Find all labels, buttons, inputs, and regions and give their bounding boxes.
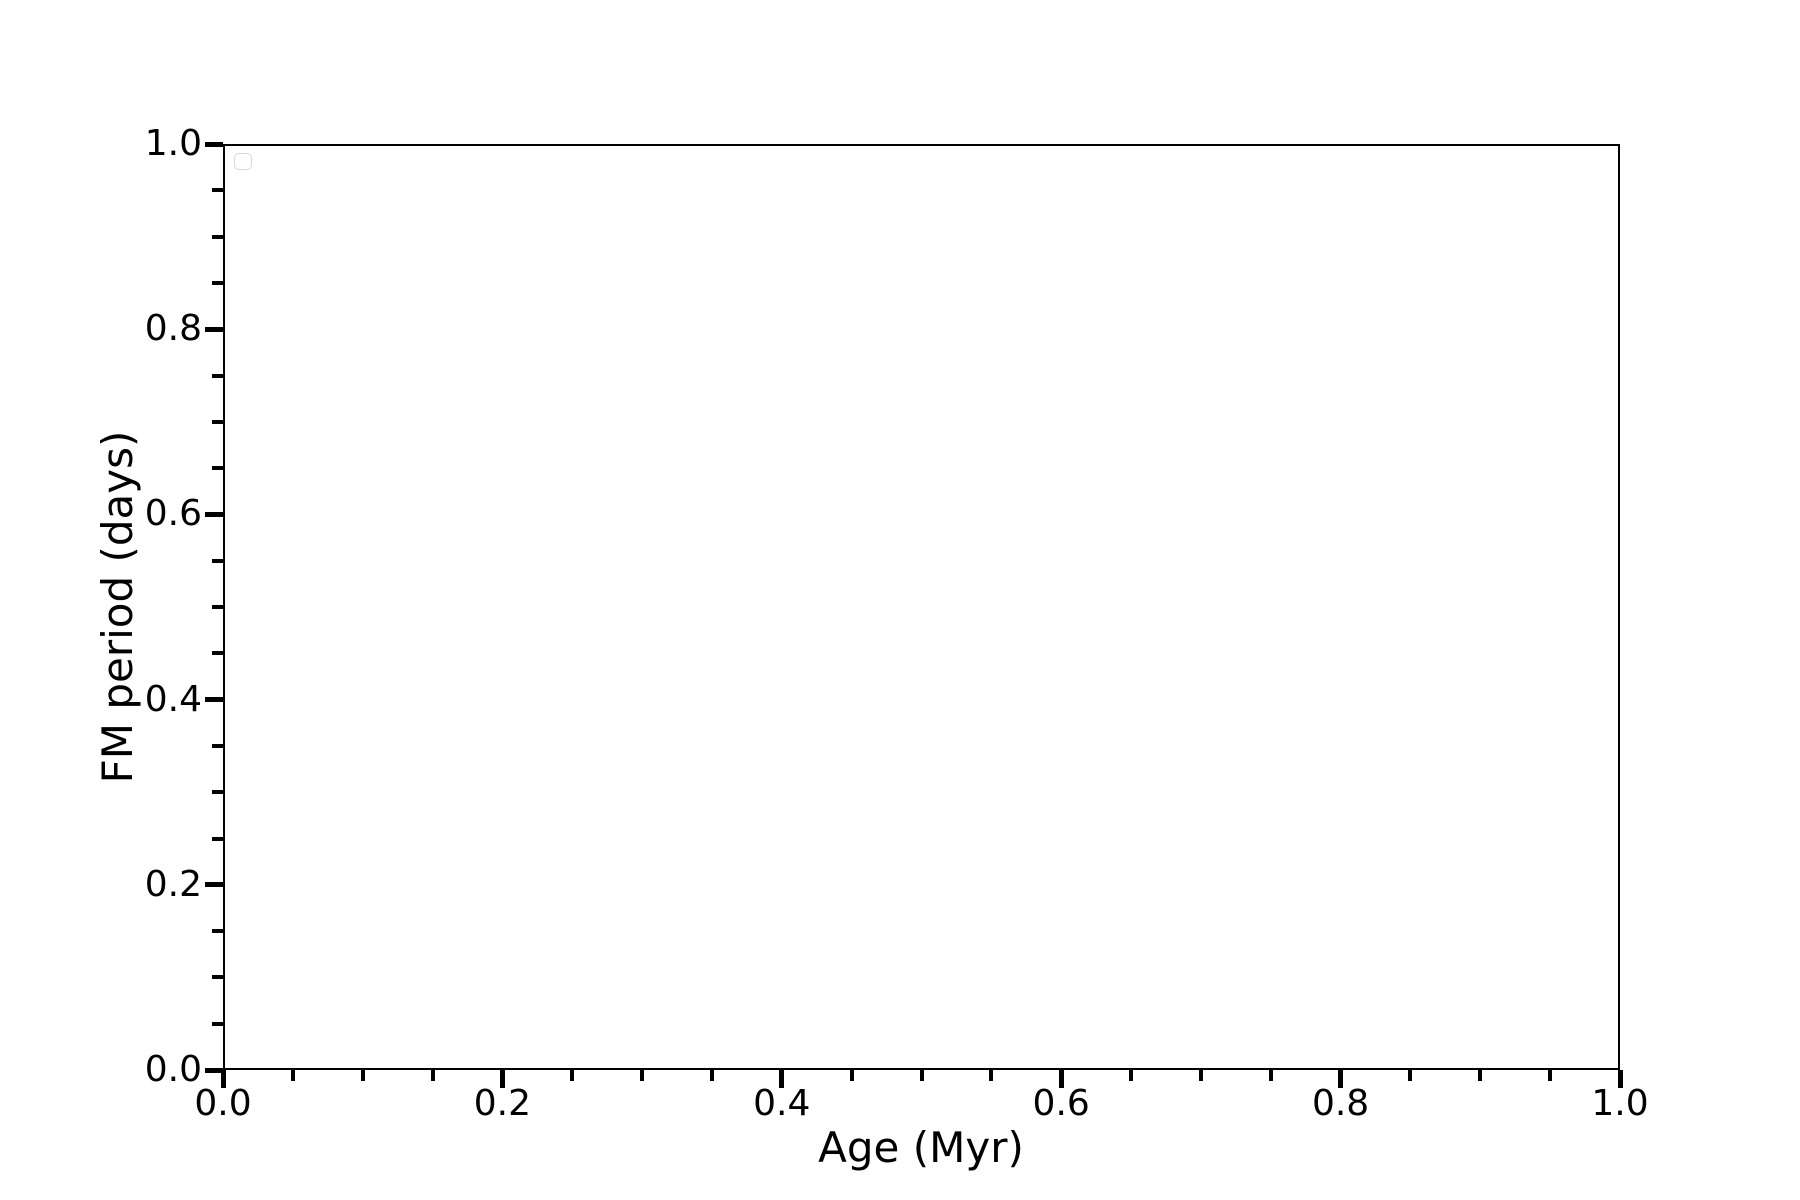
y-axis-label: FM period (days) [93,430,142,784]
x-axis-label: Age (Myr) [818,1123,1024,1172]
y-minor-tick [212,651,223,656]
y-minor-tick [212,929,223,934]
y-major-tick [205,141,223,147]
x-minor-tick [989,1070,994,1081]
y-major-tick [205,882,223,888]
x-minor-tick [1408,1070,1413,1081]
y-minor-tick [212,280,223,285]
y-minor-tick [212,419,223,424]
x-tick-label: 0.8 [1311,1083,1370,1124]
x-minor-tick [290,1070,295,1081]
x-minor-tick [1198,1070,1203,1081]
y-tick-label: 0.8 [144,308,202,350]
y-major-tick [205,1067,223,1073]
y-minor-tick [212,605,223,609]
y-major-tick [205,697,223,703]
x-minor-tick [640,1070,645,1081]
y-major-tick [205,511,223,517]
x-minor-tick [919,1070,924,1081]
legend-box [234,153,252,170]
x-major-tick [220,1070,226,1088]
x-minor-tick [709,1070,714,1081]
plot-area [223,144,1620,1070]
y-minor-tick [212,790,223,795]
x-minor-tick [849,1070,854,1081]
y-minor-tick [212,1021,223,1026]
y-major-tick [205,326,223,332]
x-minor-tick [1548,1070,1553,1081]
x-minor-tick [570,1070,575,1081]
x-major-tick [1058,1070,1064,1088]
x-major-tick [499,1070,505,1088]
x-minor-tick [1268,1070,1273,1081]
x-tick-label: 0.0 [194,1083,252,1124]
x-minor-tick [1478,1070,1483,1081]
y-minor-tick [212,188,223,193]
y-tick-label: 0.2 [144,863,202,905]
x-tick-label: 0.6 [1032,1083,1090,1124]
x-major-tick [779,1070,785,1088]
x-major-tick [1617,1070,1623,1088]
y-minor-tick [212,743,223,748]
x-tick-label: 0.4 [753,1083,811,1124]
y-tick-label: 1.0 [144,123,202,164]
y-minor-tick [212,975,223,980]
x-minor-tick [430,1070,435,1081]
y-minor-tick [212,373,223,378]
y-minor-tick [212,558,223,563]
x-major-tick [1338,1070,1344,1088]
y-minor-tick [212,466,223,471]
y-minor-tick [212,836,223,841]
y-tick-label: 0.4 [144,678,202,720]
y-tick-label: 0.6 [144,493,202,535]
y-tick-label: 0.0 [144,1049,202,1090]
y-minor-tick [212,234,223,239]
x-tick-label: 0.2 [473,1083,532,1124]
x-minor-tick [360,1070,365,1081]
x-tick-label: 1.0 [1591,1083,1649,1124]
x-minor-tick [1129,1070,1134,1081]
